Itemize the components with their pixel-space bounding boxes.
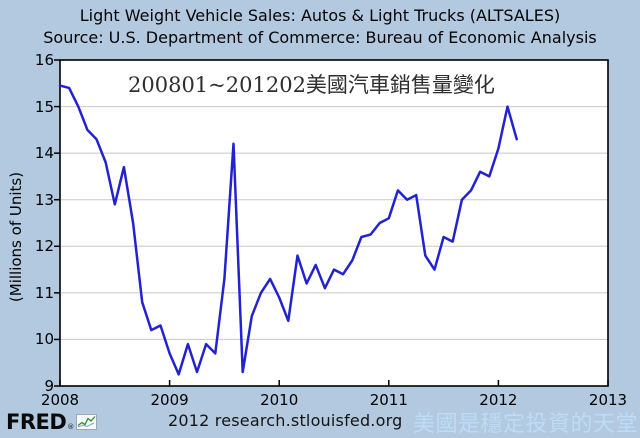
registered-trademark-mark: ® <box>67 423 75 431</box>
sparkline-chart-icon <box>76 414 98 430</box>
x-tick-label: 2010 <box>260 391 299 409</box>
x-tick-label: 2012 <box>479 391 518 409</box>
x-tick-label: 2009 <box>150 391 189 409</box>
y-tick-label: 9 <box>44 377 54 395</box>
y-tick-label: 15 <box>34 97 54 116</box>
fred-logo-text: FRED <box>6 410 67 434</box>
x-tick-label: 2008 <box>40 391 80 409</box>
y-tick-label: 10 <box>34 330 54 349</box>
y-tick-label: 16 <box>34 51 54 69</box>
x-tick-label: 2011 <box>369 391 408 409</box>
y-tick-label: 13 <box>34 190 54 209</box>
watermark-text: 美國是穩定投資的天堂 <box>413 412 639 437</box>
chart-source-subtitle: Source: U.S. Department of Commerce: Bur… <box>43 28 597 47</box>
y-tick-label: 11 <box>34 283 54 302</box>
fred-logo: FRED ® <box>6 410 98 434</box>
chart-title: Light Weight Vehicle Sales: Autos & Ligh… <box>79 6 561 25</box>
annotation-text: 200801~201202美國汽車銷售量變化 <box>128 73 495 97</box>
footer-credit: 2012 research.stlouisfed.org <box>168 411 403 430</box>
x-tick-label: 2013 <box>588 391 628 409</box>
y-tick-label: 12 <box>34 237 54 256</box>
y-tick-label: 14 <box>34 144 54 163</box>
